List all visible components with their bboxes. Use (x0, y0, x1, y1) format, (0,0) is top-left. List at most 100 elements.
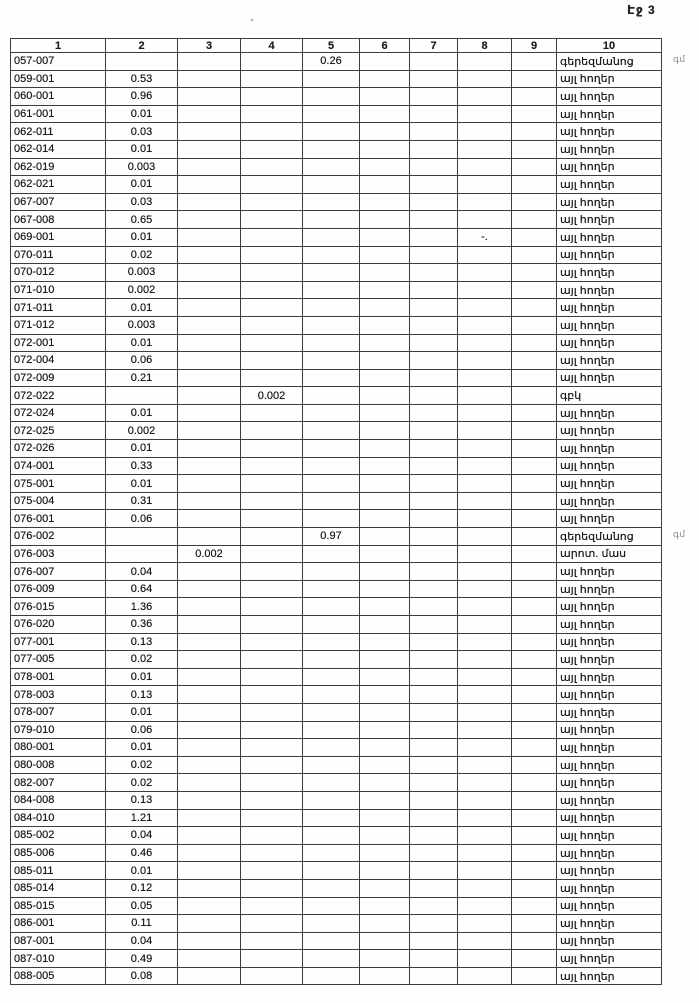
area-cell-col4 (240, 826, 303, 845)
area-cell-col4 (240, 755, 303, 775)
land-type-cell: այլ հողեր (556, 280, 662, 300)
area-cell-col5 (302, 175, 360, 194)
area-cell-col3 (177, 509, 241, 529)
table-row: 085-014 0.12 այլ հողեր (10, 878, 662, 898)
land-type-cell: այլ հողեր (556, 175, 662, 194)
area-cell-col3 (177, 685, 241, 704)
land-type-label: այլ հողեր (560, 706, 615, 719)
table-row: 076-003 0.002 արոտ. մաս (10, 544, 662, 564)
area-cell-col4 (240, 632, 303, 652)
area-cell-col4 (240, 245, 303, 265)
empty-cell-col8 (457, 368, 512, 388)
area-cell-col5 (302, 597, 360, 616)
land-type-cell: այլ հողեր (556, 474, 662, 493)
area-cell-col4 (240, 509, 303, 529)
area-cell-col5: 0.97 (302, 527, 360, 546)
land-type-cell: այլ հողեր (556, 421, 662, 441)
area-cell-col5 (302, 755, 360, 775)
land-type-cell: այլ հողեր (556, 192, 662, 212)
empty-cell-col9 (511, 914, 557, 933)
area-cell-col4 (240, 227, 303, 247)
area-cell-col2: 0.31 (105, 491, 178, 511)
empty-cell-col6 (359, 931, 410, 951)
area-cell-col3 (177, 597, 241, 616)
table-row: 059-001 0.53 այլ հողեր (10, 69, 662, 89)
column-header-8: 8 (457, 38, 512, 53)
empty-cell-col7 (409, 403, 458, 423)
parcel-code-cell: 070-011 (10, 245, 106, 265)
area-cell-col3 (177, 333, 241, 353)
area-cell-col5 (302, 421, 360, 441)
empty-cell-col9 (511, 175, 557, 194)
empty-cell-col7 (409, 421, 458, 441)
empty-cell-col8 (457, 579, 512, 599)
empty-cell-col8 (457, 615, 512, 634)
table-row: 076-001 0.06 այլ հողեր (10, 509, 662, 529)
empty-cell-col7 (409, 333, 458, 353)
empty-cell-col9 (511, 439, 557, 458)
land-type-cell: այլ հողեր (556, 245, 662, 265)
empty-cell-col9 (511, 52, 557, 71)
area-cell-col2: 0.12 (105, 878, 178, 898)
empty-cell-col7 (409, 544, 458, 564)
area-cell-col2 (105, 527, 178, 546)
empty-cell-col6 (359, 702, 410, 722)
parcel-code-cell: 070-012 (10, 263, 106, 282)
empty-cell-col7 (409, 790, 458, 810)
parcel-code-cell: 084-008 (10, 790, 106, 810)
scan-artifact: - (250, 14, 254, 26)
area-cell-col2: 0.06 (105, 509, 178, 529)
area-cell-col3 (177, 456, 241, 476)
empty-cell-col6 (359, 439, 410, 458)
land-type-cell: այլ հողեր (556, 931, 662, 951)
table-row: 086-001 0.11 այլ հողեր (10, 914, 662, 933)
land-type-cell: այլ հողեր (556, 491, 662, 511)
area-cell-col4 (240, 720, 303, 740)
empty-cell-col6 (359, 650, 410, 669)
table-row: 072-025 0.002 այլ հողեր (10, 421, 662, 441)
land-type-label: այլ հողեր (560, 90, 615, 103)
table-row: 078-003 0.13 այլ հողեր (10, 685, 662, 704)
empty-cell-col7 (409, 104, 458, 124)
area-cell-col2: 0.03 (105, 122, 178, 141)
area-cell-col4 (240, 263, 303, 282)
parcel-code-cell: 086-001 (10, 914, 106, 933)
area-cell-col5 (302, 69, 360, 89)
empty-cell-col9 (511, 738, 557, 757)
table-row: 088-005 0.08 այլ հողեր (10, 966, 662, 986)
table-row: 085-002 0.04 այլ հողեր (10, 826, 662, 845)
area-cell-col3 (177, 720, 241, 740)
empty-cell-col7 (409, 667, 458, 687)
empty-cell-col8 (457, 421, 512, 441)
land-type-cell: այլ հողեր (556, 914, 662, 933)
land-type-label: արոտ. մաս (560, 548, 627, 561)
empty-cell-col9 (511, 702, 557, 722)
empty-cell-col6 (359, 914, 410, 933)
land-type-label: այլ հողեր (560, 319, 615, 332)
area-cell-col4 (240, 491, 303, 511)
area-cell-col5 (302, 491, 360, 511)
parcel-code-cell: 062-021 (10, 175, 106, 194)
empty-cell-col7 (409, 280, 458, 300)
land-type-cell: այլ հողեր (556, 650, 662, 669)
area-cell-col4 (240, 896, 303, 916)
land-type-cell: այլ հողեր (556, 667, 662, 687)
area-cell-col2: 0.02 (105, 650, 178, 669)
land-type-label: այլ հողեր (560, 917, 615, 930)
land-type-cell: այլ հողեր (556, 808, 662, 828)
area-cell-col5 (302, 456, 360, 476)
empty-cell-col6 (359, 949, 410, 968)
empty-cell-col6 (359, 351, 410, 370)
land-type-cell: այլ հողեր (556, 227, 662, 247)
empty-cell-col8 (457, 192, 512, 212)
empty-cell-col8 (457, 263, 512, 282)
area-cell-col3 (177, 949, 241, 968)
parcel-code-cell: 069-001 (10, 227, 106, 247)
empty-cell-col6 (359, 87, 410, 106)
page-number-label: Էջ 3 (627, 3, 656, 17)
area-cell-col5 (302, 808, 360, 828)
parcel-code-cell: 057-007 (10, 52, 106, 71)
empty-cell-col7 (409, 192, 458, 212)
land-type-label: այլ հողեր (560, 935, 615, 948)
empty-cell-col9 (511, 527, 557, 546)
